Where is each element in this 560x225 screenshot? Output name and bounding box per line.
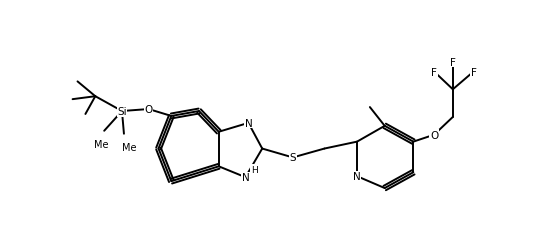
Text: Me: Me	[122, 142, 136, 152]
Text: O: O	[430, 130, 438, 140]
Text: N: N	[241, 172, 249, 182]
Text: F: F	[470, 67, 477, 77]
Text: Me: Me	[94, 139, 109, 149]
Text: O: O	[144, 105, 153, 115]
Text: H: H	[251, 165, 258, 174]
Text: S: S	[290, 153, 296, 163]
Text: F: F	[450, 57, 456, 67]
Text: N: N	[245, 118, 252, 128]
Text: Si: Si	[117, 107, 127, 117]
Text: N: N	[353, 171, 361, 181]
Text: F: F	[431, 67, 437, 77]
